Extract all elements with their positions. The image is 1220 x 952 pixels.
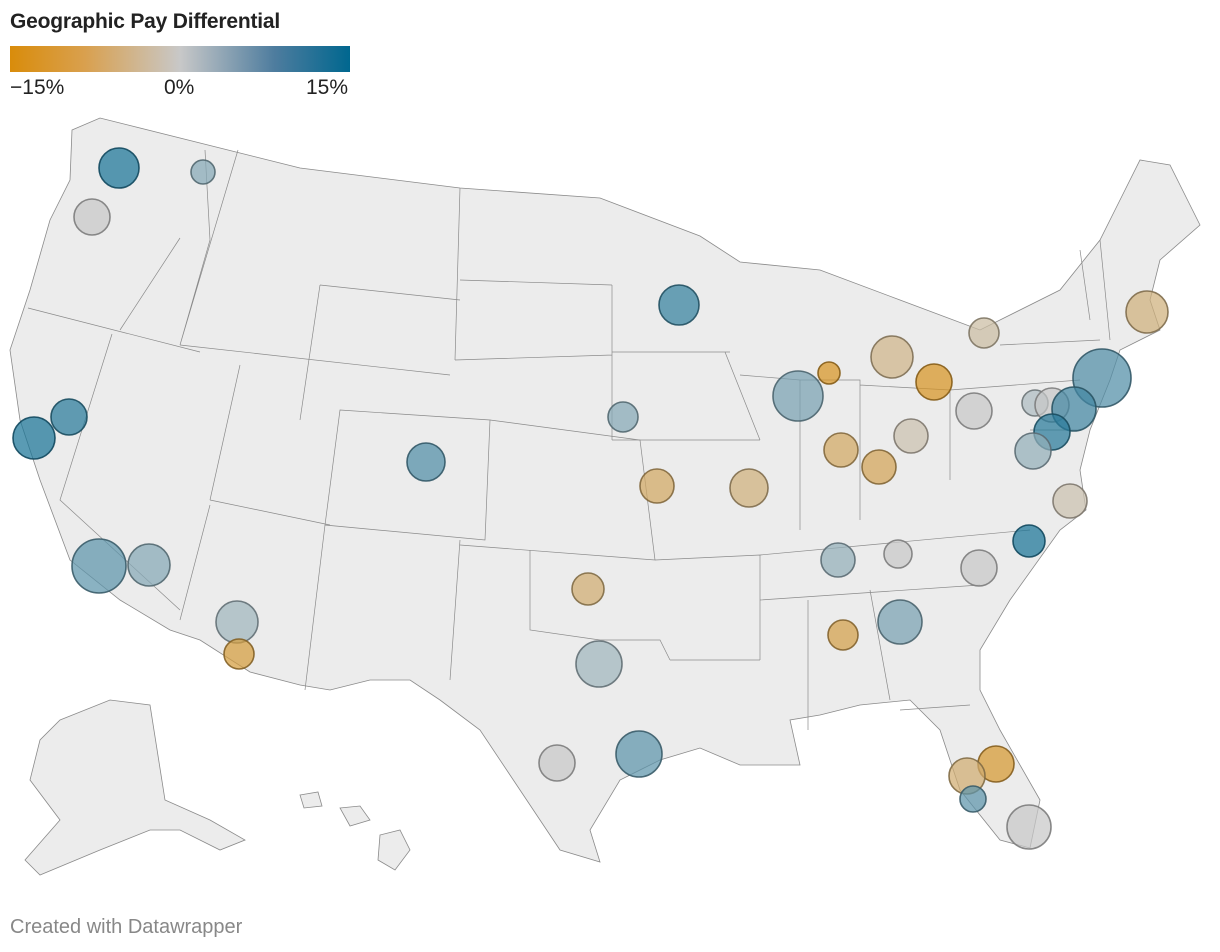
marker-portland[interactable] — [73, 198, 111, 236]
legend-max-label: 15% — [306, 76, 349, 99]
marker-sarasota[interactable] — [959, 785, 987, 813]
contiguous-us-shape — [9, 117, 1201, 863]
marker-raleigh[interactable] — [1012, 524, 1046, 558]
legend-min-label: −15% — [10, 76, 65, 99]
marker-riverside[interactable] — [127, 543, 171, 587]
marker-chicago[interactable] — [772, 370, 824, 422]
hawaii-shape — [299, 791, 411, 871]
marker-nashville[interactable] — [820, 542, 856, 578]
marker-cincinnati[interactable] — [861, 449, 897, 485]
color-legend-bar — [10, 46, 350, 72]
marker-indianapolis[interactable] — [823, 432, 859, 468]
marker-minneapolis[interactable] — [658, 284, 700, 326]
marker-knoxville[interactable] — [883, 539, 913, 569]
marker-detroit[interactable] — [870, 335, 914, 379]
marker-toledo[interactable] — [915, 363, 953, 401]
marker-dallas[interactable] — [575, 640, 623, 688]
basemap — [9, 117, 1201, 876]
marker-sacramento[interactable] — [50, 398, 88, 436]
marker-san-antonio[interactable] — [538, 744, 576, 782]
marker-charlotte[interactable] — [960, 549, 998, 587]
marker-san-francisco[interactable] — [12, 416, 56, 460]
marker-atlanta[interactable] — [877, 599, 923, 645]
marker-omaha[interactable] — [607, 401, 639, 433]
map-title: Geographic Pay Differential — [10, 10, 281, 33]
marker-norfolk[interactable] — [1052, 483, 1088, 519]
marker-miami[interactable] — [1006, 804, 1052, 850]
bubble-markers — [12, 147, 1169, 850]
marker-los-angeles[interactable] — [71, 538, 127, 594]
marker-spokane[interactable] — [190, 159, 216, 185]
legend-mid-label: 0% — [164, 76, 195, 99]
alaska-shape — [24, 699, 246, 876]
marker-milwaukee[interactable] — [817, 361, 841, 385]
marker-tucson[interactable] — [223, 638, 255, 670]
marker-seattle[interactable] — [98, 147, 140, 189]
marker-houston[interactable] — [615, 730, 663, 778]
marker-buffalo[interactable] — [968, 317, 1000, 349]
marker-washington-dc[interactable] — [1014, 432, 1052, 470]
marker-st-louis[interactable] — [729, 468, 769, 508]
marker-oklahoma-city[interactable] — [571, 572, 605, 606]
marker-boston[interactable] — [1125, 290, 1169, 334]
marker-kansas-city[interactable] — [639, 468, 675, 504]
marker-columbus[interactable] — [893, 418, 929, 454]
marker-phoenix[interactable] — [215, 600, 259, 644]
marker-birmingham[interactable] — [827, 619, 859, 651]
datawrapper-credit: Created with Datawrapper — [10, 916, 243, 938]
marker-pittsburgh[interactable] — [955, 392, 993, 430]
marker-denver[interactable] — [406, 442, 446, 482]
